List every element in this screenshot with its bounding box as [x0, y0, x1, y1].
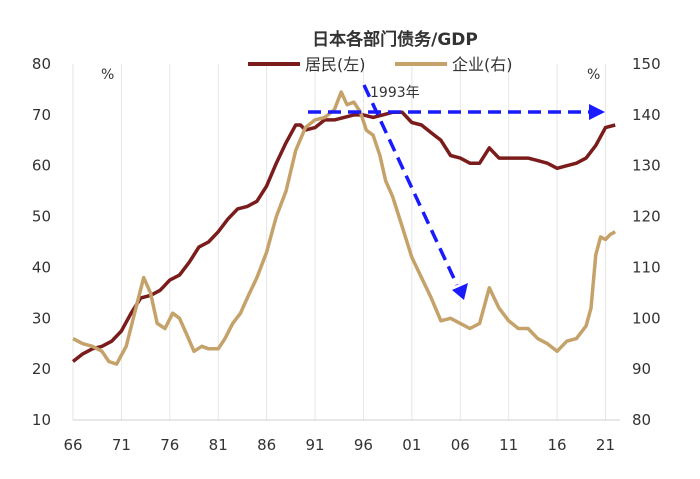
legend-label-corporate: 企业(右): [452, 55, 513, 74]
left-tick-50: 50: [32, 208, 51, 226]
x-tick-91: 91: [305, 436, 324, 454]
series-line-corporate: [72, 90, 617, 366]
left-tick-30: 30: [32, 309, 51, 327]
series-line-household: [71, 110, 616, 363]
x-tick-16: 16: [548, 436, 567, 454]
left-tick-80: 80: [32, 55, 51, 73]
right-tick-110: 110: [632, 258, 661, 276]
right-tick-140: 140: [632, 106, 661, 124]
x-tick-76: 76: [160, 436, 179, 454]
annotation-arrows: [308, 84, 605, 300]
right-tick-90: 90: [632, 360, 651, 378]
axes: 66 71 76 81 86 91 96 01 06 11 16 21 10 20 30 40 50 60 70 80…: [32, 55, 661, 454]
diagonal-arrow-head: [452, 283, 468, 300]
legend: 居民(左) 企业(右): [248, 55, 513, 74]
left-tick-60: 60: [32, 157, 51, 175]
right-tick-120: 120: [632, 208, 661, 226]
x-tick-01: 01: [402, 436, 421, 454]
left-tick-40: 40: [32, 258, 51, 276]
x-tick-21: 21: [596, 436, 615, 454]
diagonal-arrow-shaft: [362, 84, 459, 286]
left-axis-unit: %: [101, 67, 114, 83]
right-tick-130: 130: [632, 157, 661, 175]
horizontal-arrow-head: [589, 104, 605, 120]
series-lines: [71, 90, 617, 366]
x-tick-11: 11: [499, 436, 518, 454]
right-tick-150: 150: [632, 55, 661, 73]
legend-label-household: 居民(左): [305, 55, 366, 74]
x-tick-06: 06: [451, 436, 470, 454]
left-tick-20: 20: [32, 360, 51, 378]
x-tick-71: 71: [112, 436, 131, 454]
x-tick-86: 86: [257, 436, 276, 454]
grid-lines: [72, 64, 606, 420]
x-tick-81: 81: [209, 436, 228, 454]
x-tick-66: 66: [63, 436, 82, 454]
annotation-1993: 1993年: [370, 85, 420, 101]
left-tick-10: 10: [32, 411, 51, 429]
chart-title: 日本各部门债务/GDP: [312, 29, 478, 50]
right-tick-80: 80: [632, 411, 651, 429]
right-tick-100: 100: [632, 309, 661, 327]
left-tick-70: 70: [32, 106, 51, 124]
x-tick-96: 96: [354, 436, 373, 454]
right-axis-unit: %: [587, 67, 600, 83]
